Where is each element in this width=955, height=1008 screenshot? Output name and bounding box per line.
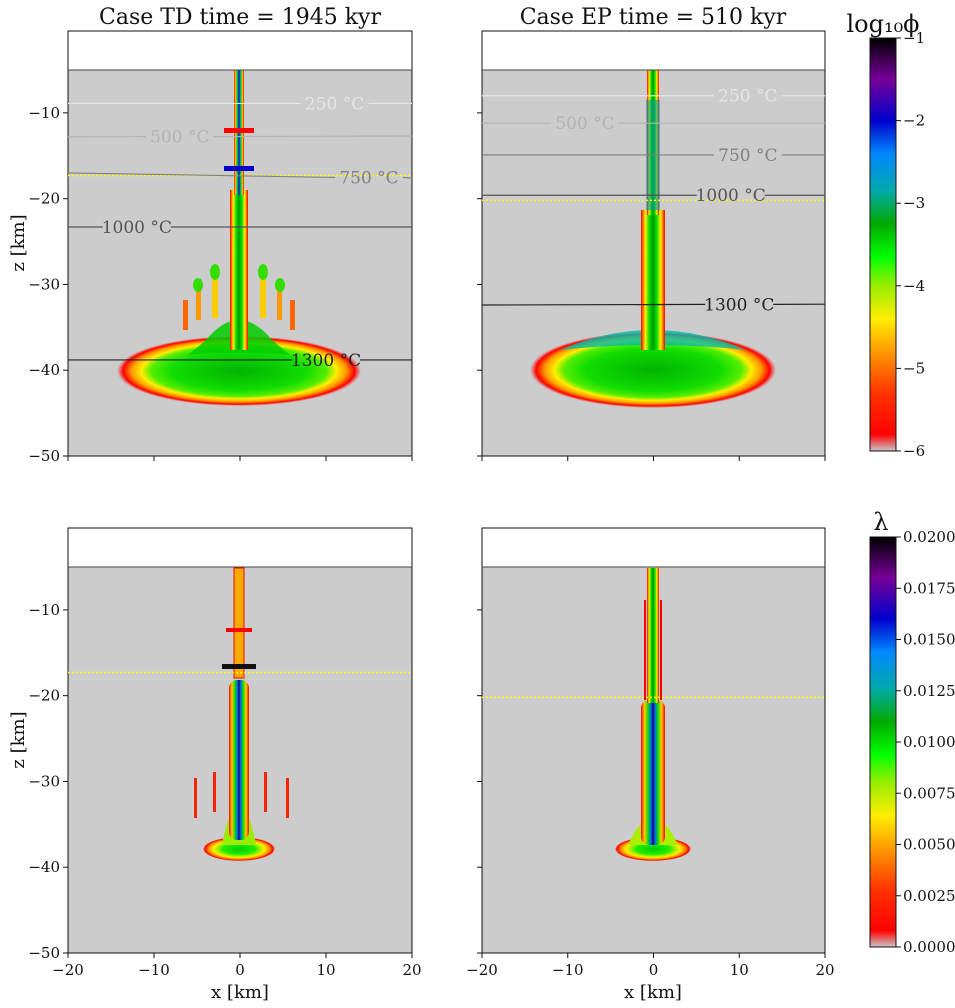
sill bbox=[226, 628, 252, 632]
panel-ep-phi bbox=[481, 30, 826, 457]
x-axis-label-right: x [km] bbox=[624, 982, 682, 1003]
lambda-column bbox=[229, 680, 249, 840]
x-tick-label: −10 bbox=[552, 961, 584, 979]
y-tick-label: −30 bbox=[28, 275, 60, 293]
y-axis-label-top: z [km] bbox=[8, 214, 29, 271]
y-tick-label: −20 bbox=[28, 687, 60, 705]
colorbar-tick-label: −3 bbox=[903, 194, 925, 212]
colorbar-lambda-gradient bbox=[869, 536, 897, 948]
melt-column bbox=[641, 210, 665, 350]
colorbar-phi-gradient bbox=[869, 37, 897, 452]
colorbar-tick-label: −6 bbox=[903, 442, 925, 460]
conduit-rim bbox=[644, 600, 646, 700]
x-tick-label: 20 bbox=[815, 961, 834, 979]
colorbar-lambda: λ 0.02000.01750.01500.01250.01000.00750.… bbox=[869, 508, 955, 956]
title-td: Case TD time = 1945 kyr bbox=[99, 5, 381, 30]
colorbar-phi-ticks: −1 −2 −3 −4 −5 −6 bbox=[896, 29, 925, 460]
isotherm-label: 500 °C bbox=[150, 128, 209, 148]
colorbar-tick-label: −2 bbox=[903, 112, 925, 130]
melt-fingers bbox=[183, 264, 295, 330]
x-tick-label: 20 bbox=[402, 961, 421, 979]
x-tick-label: −20 bbox=[466, 961, 498, 979]
melt-column bbox=[230, 190, 248, 350]
panel-td-phi bbox=[67, 30, 413, 457]
lambda-column bbox=[641, 700, 665, 845]
x-tick-label: 10 bbox=[316, 961, 335, 979]
x-tick-label: 0 bbox=[649, 961, 659, 979]
colorbar-tick-label: 0.0125 bbox=[903, 682, 955, 700]
isotherm-label: 1300 °C bbox=[291, 351, 361, 371]
isotherm-label: 750 °C bbox=[718, 146, 777, 166]
isotherm-line bbox=[402, 176, 413, 179]
colorbar-tick-label: −4 bbox=[903, 277, 925, 295]
y-axis-label-bottom: z [km] bbox=[8, 711, 29, 768]
lambda-field bbox=[615, 568, 691, 861]
lambda-fingers bbox=[194, 772, 289, 818]
colorbar-tick-label: −1 bbox=[903, 29, 925, 47]
melt-lens bbox=[530, 332, 776, 408]
colorbar-tick-label: 0.0000 bbox=[903, 938, 955, 956]
colorbar-phi: log₁₀ϕ −1 −2 −3 −4 −5 −6 bbox=[846, 10, 925, 460]
title-ep: Case EP time = 510 kyr bbox=[520, 5, 787, 30]
colorbar-tick-label: 0.0150 bbox=[903, 631, 955, 649]
isotherm-label: 250 °C bbox=[305, 94, 364, 114]
isotherm-line bbox=[213, 135, 413, 138]
y-tick-label: −40 bbox=[28, 361, 60, 379]
x-tick-label: 0 bbox=[235, 961, 245, 979]
y-tick-label: −50 bbox=[28, 944, 60, 962]
y-tick-label: −20 bbox=[28, 190, 60, 208]
colorbar-tick-label: 0.0050 bbox=[903, 836, 955, 854]
panel-ep-lambda bbox=[481, 527, 826, 954]
isotherm-label: 250 °C bbox=[718, 87, 777, 107]
isotherm-label: 1300 °C bbox=[704, 295, 774, 315]
colorbar-tick-label: 0.0025 bbox=[903, 887, 955, 905]
melt-field bbox=[117, 70, 361, 406]
x-tick-label: 10 bbox=[730, 961, 749, 979]
lambda-conduit bbox=[647, 568, 659, 703]
isotherm-label: 1000 °C bbox=[102, 218, 172, 238]
lambda-field bbox=[194, 567, 289, 861]
sill bbox=[224, 128, 254, 133]
colorbar-tick-label: 0.0175 bbox=[903, 579, 955, 597]
isotherm-line bbox=[67, 172, 336, 179]
x-axis-label-left: x [km] bbox=[211, 982, 269, 1003]
colorbar-phi-title: log₁₀ϕ bbox=[846, 10, 919, 38]
axes-annotations: 250 °C 500 °C 750 °C 1000 °C 1300 °C −10 −20 −3… bbox=[28, 87, 834, 979]
isotherm-label: 500 °C bbox=[555, 114, 614, 134]
y-tick-label: −10 bbox=[28, 601, 60, 619]
isotherm-label: 750 °C bbox=[339, 168, 398, 188]
panel-td-lambda bbox=[67, 527, 413, 954]
sill bbox=[222, 664, 256, 669]
melt-field bbox=[530, 70, 776, 408]
y-tick-label: −40 bbox=[28, 858, 60, 876]
isotherm-label: 1000 °C bbox=[696, 186, 766, 206]
x-tick-label: −20 bbox=[52, 961, 84, 979]
y-tick-label: −30 bbox=[28, 772, 60, 790]
sill bbox=[224, 166, 254, 171]
y-tick-label: −50 bbox=[28, 447, 60, 465]
colorbar-tick-label: 0.0200 bbox=[903, 528, 955, 546]
colorbar-lambda-title: λ bbox=[873, 508, 888, 536]
colorbar-tick-label: 0.0075 bbox=[903, 784, 955, 802]
colorbar-tick-label: −5 bbox=[903, 359, 925, 377]
isotherm-line bbox=[481, 303, 706, 306]
lambda-lens bbox=[203, 837, 275, 861]
colorbar-lambda-ticks: 0.0200 0.0175 0.0150 0.0125 0.0100 0.0075 0.00… bbox=[896, 528, 955, 956]
y-tick-label: −10 bbox=[28, 104, 60, 122]
x-tick-label: −10 bbox=[138, 961, 170, 979]
lambda-conduit bbox=[233, 567, 245, 679]
colorbar-tick-label: 0.0100 bbox=[903, 733, 955, 751]
melt-lens bbox=[117, 336, 361, 406]
conduit-rim bbox=[660, 600, 662, 700]
